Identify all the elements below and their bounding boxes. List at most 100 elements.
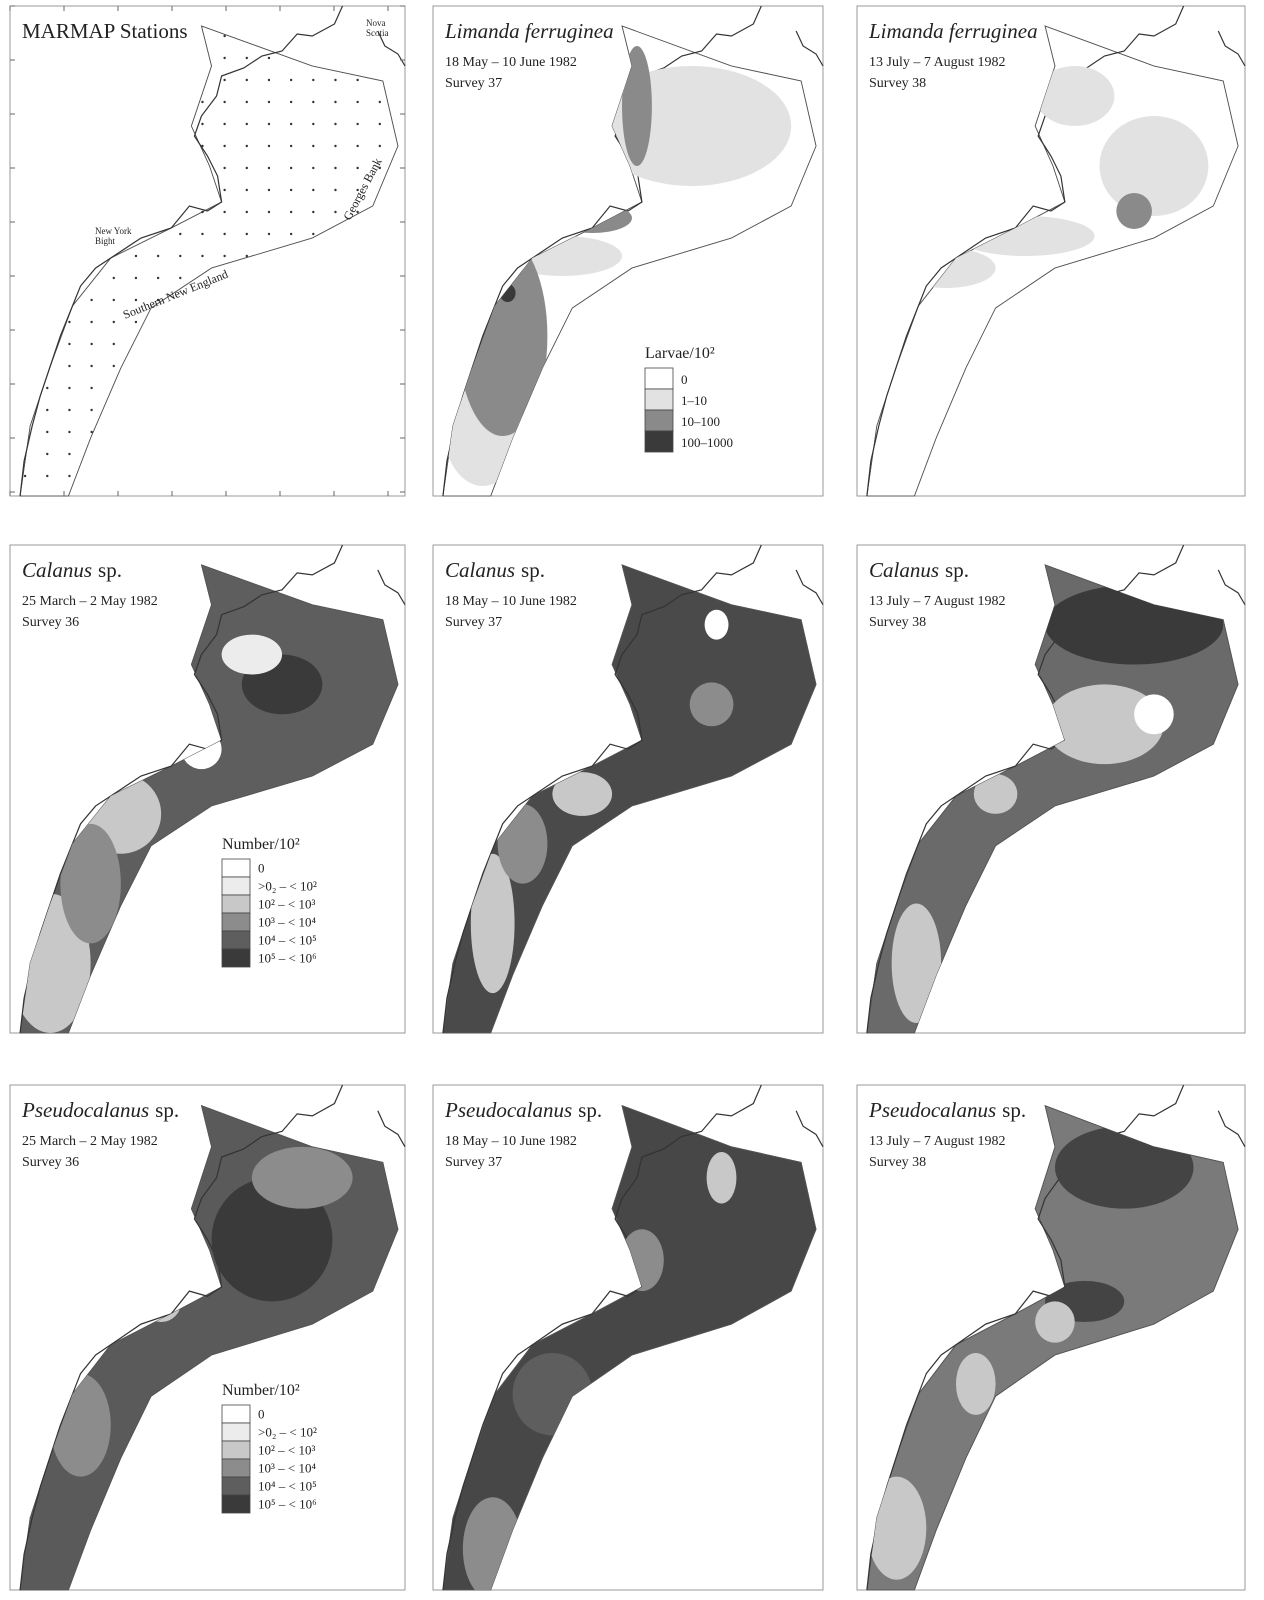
legend-swatch (221, 1404, 251, 1424)
station (223, 122, 226, 126)
coastline (866, 5, 1246, 497)
legend-label: 10² – < 10³ (258, 897, 315, 912)
station (334, 78, 337, 82)
map-panel: Pseudocalanus sp.18 May – 10 June 1982Sur… (432, 1084, 824, 1591)
survey-dates: 18 May – 10 June 1982 (445, 594, 577, 609)
density-region (1116, 193, 1152, 229)
density-shading (891, 584, 1224, 1024)
station (223, 166, 226, 170)
station (156, 254, 160, 258)
station (312, 78, 315, 82)
station (46, 408, 49, 412)
panel-title: MARMAP Stations (22, 19, 188, 43)
title-text: sp. (1002, 1098, 1026, 1122)
density-region (689, 682, 734, 727)
map-panel: Limanda ferruginea 13 July – 7 August 198… (856, 5, 1246, 497)
legend-swatch (644, 388, 674, 411)
legend-label: 10³ – < 10⁴ (258, 915, 316, 930)
survey-outline (19, 564, 399, 1034)
species-name: Pseudocalanus (444, 1098, 572, 1122)
survey-outline (442, 564, 817, 1034)
station (289, 78, 293, 82)
legend-title: Number/10² (222, 836, 300, 853)
legend-swatch (221, 1476, 251, 1496)
survey-number: Survey 36 (22, 1155, 79, 1170)
station (245, 254, 249, 258)
station (378, 144, 382, 148)
legend-swatch (221, 1458, 251, 1478)
legend-swatch (221, 858, 251, 878)
legend-swatch (221, 1422, 251, 1442)
station (68, 320, 71, 324)
station (90, 430, 93, 434)
density-region (1035, 1301, 1075, 1343)
station (68, 408, 71, 412)
station (245, 144, 249, 148)
station (68, 342, 71, 346)
legend-swatch (221, 876, 251, 896)
map-body (442, 544, 824, 1034)
station (112, 276, 115, 280)
station (90, 320, 93, 324)
station (245, 188, 249, 192)
title-text: sp. (98, 558, 122, 582)
map-label: Bight (95, 236, 116, 246)
station (179, 276, 182, 280)
station (312, 166, 315, 170)
density-region (622, 46, 652, 166)
panel-title: Pseudocalanus sp. (444, 1098, 602, 1122)
legend-title: Number/10² (222, 1382, 300, 1399)
station (134, 276, 138, 280)
legend-swatch (644, 409, 674, 432)
station (112, 342, 115, 346)
station (46, 430, 49, 434)
density-shading (50, 1146, 353, 1477)
coastline (442, 5, 824, 497)
station (223, 188, 226, 192)
station (267, 232, 271, 236)
survey-number: Survey 36 (22, 615, 79, 630)
map-body (19, 5, 406, 497)
station (267, 78, 271, 82)
species-name: Limanda ferruginea (444, 19, 614, 43)
survey-number: Survey 38 (869, 1155, 926, 1170)
station (334, 188, 337, 192)
survey-dates: 18 May – 10 June 1982 (445, 55, 577, 70)
station (90, 364, 93, 368)
station (223, 34, 226, 38)
station (312, 188, 315, 192)
station (223, 100, 226, 104)
station (223, 254, 226, 258)
legend-swatch (221, 948, 251, 968)
panel-title: Pseudocalanus sp. (868, 1098, 1026, 1122)
station (156, 298, 160, 302)
legend-swatch (644, 367, 674, 390)
density-region (704, 609, 729, 640)
title-text: sp. (155, 1098, 179, 1122)
station (201, 254, 204, 258)
station (46, 386, 49, 390)
station (245, 78, 249, 82)
density-region (60, 823, 121, 944)
legend-label: 0 (681, 372, 688, 387)
station (334, 166, 337, 170)
station (334, 210, 337, 214)
station (289, 210, 293, 214)
density-region (1035, 66, 1115, 126)
density-shading (50, 1146, 353, 1477)
survey-outline (19, 1104, 399, 1591)
station (267, 100, 271, 104)
legend-label: 10⁵ – < 10⁶ (258, 951, 317, 966)
survey-number: Survey 37 (445, 615, 502, 630)
legend-swatch (221, 912, 251, 932)
station (289, 166, 293, 170)
station (356, 144, 359, 148)
legend-label: >0₂ – < 10² (258, 1425, 317, 1440)
coastline (19, 1084, 406, 1591)
station (134, 298, 138, 302)
map-body (442, 1084, 824, 1591)
survey-dates: 18 May – 10 June 1982 (445, 1134, 577, 1149)
survey-outline (442, 1104, 817, 1591)
station (46, 452, 49, 456)
coastline (442, 544, 824, 1034)
